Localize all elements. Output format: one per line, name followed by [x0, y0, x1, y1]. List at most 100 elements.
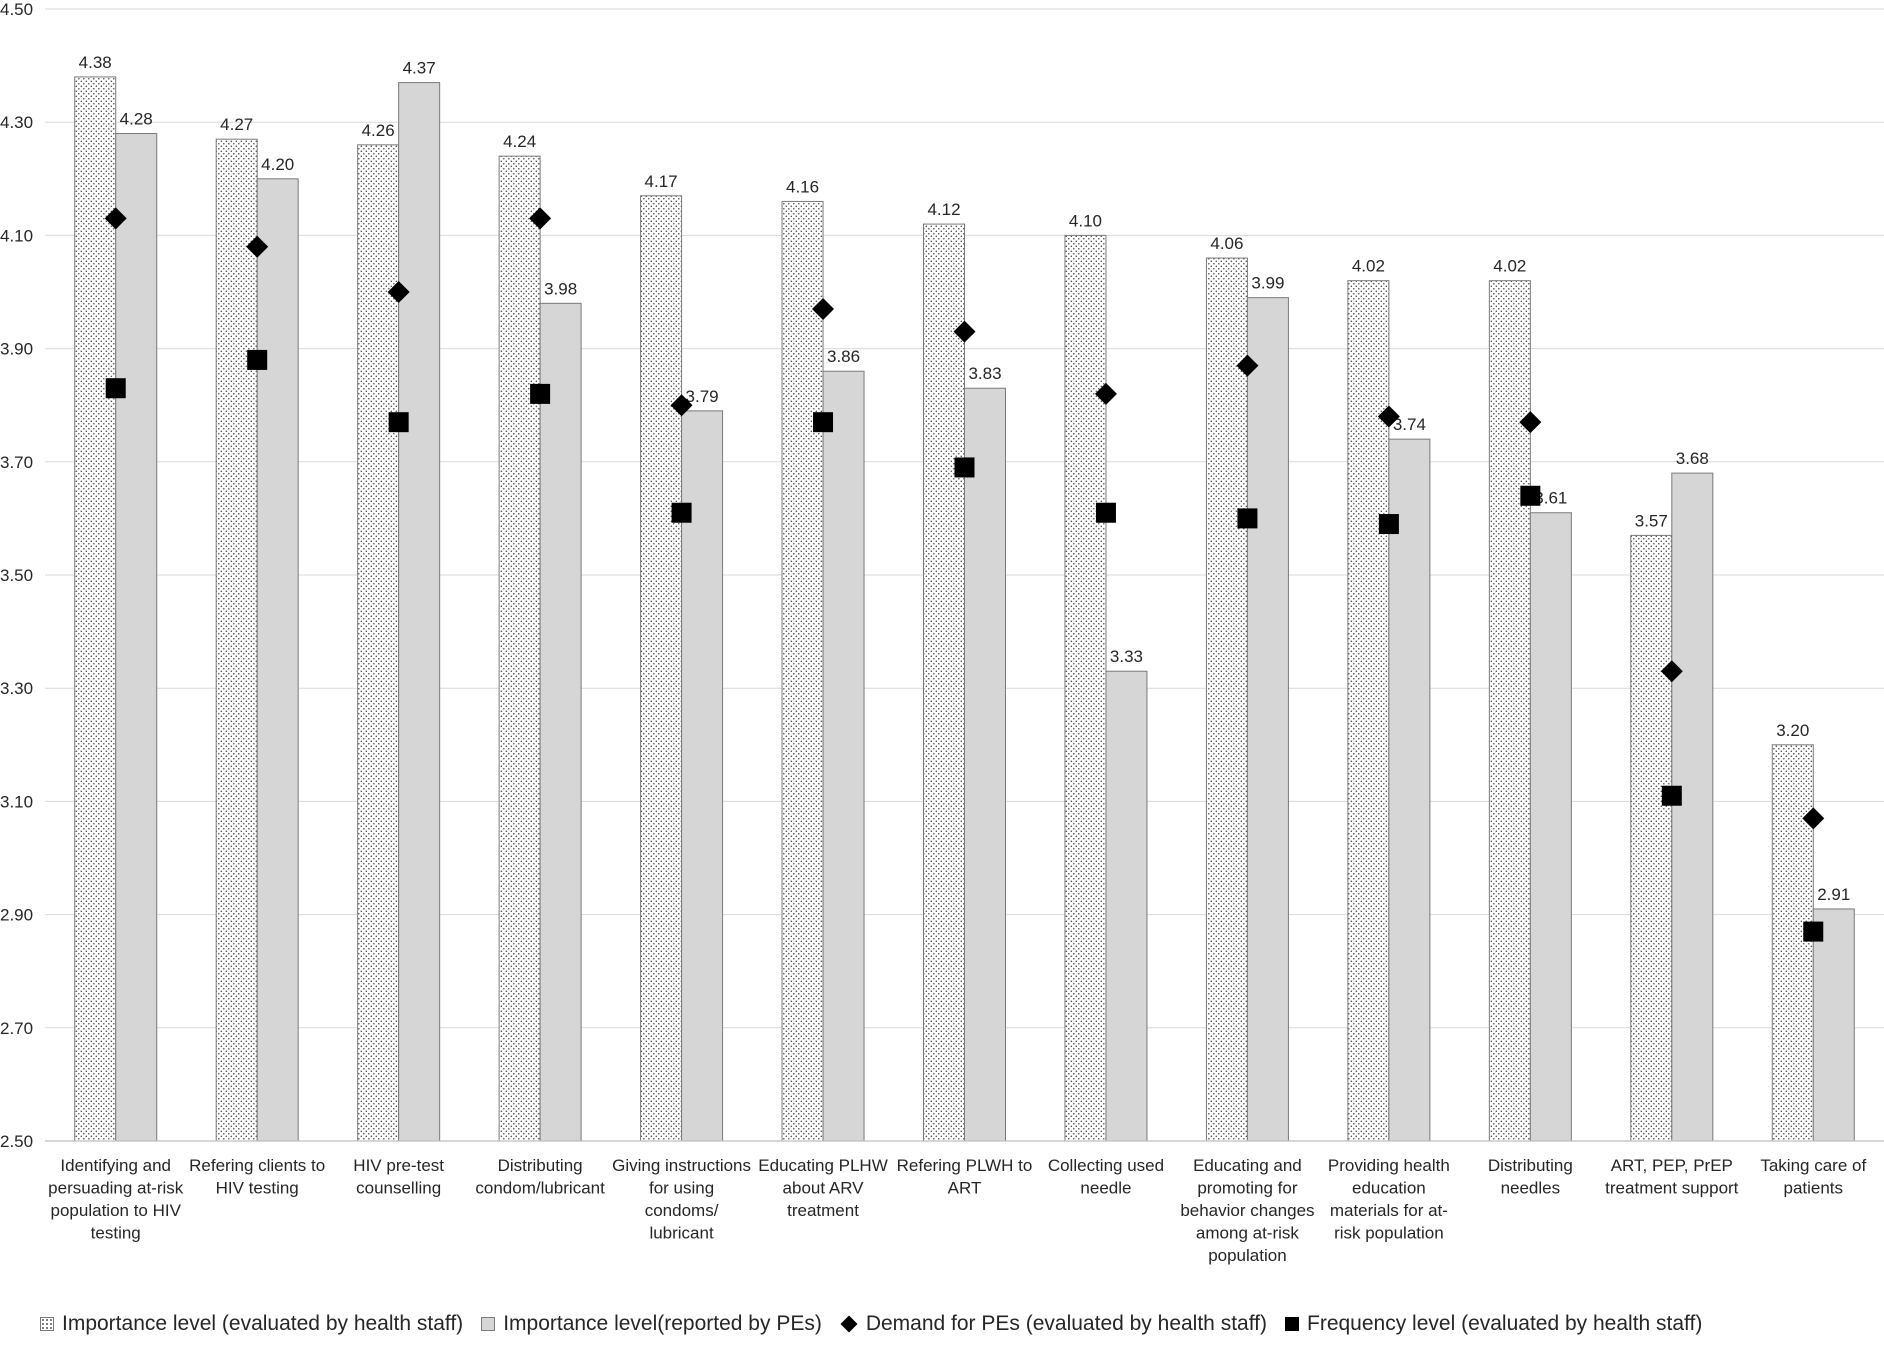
data-label-importance-pes: 3.79 — [686, 387, 719, 406]
marker-demand — [1660, 660, 1683, 683]
data-label-importance-pes: 2.91 — [1817, 885, 1850, 904]
y-tick-label: 2.50 — [0, 1132, 33, 1151]
x-category-label: Distributing needles — [1488, 1156, 1573, 1198]
data-label-importance-pes: 4.20 — [261, 155, 294, 174]
y-axis-ticks: 2.50 2.70 2.90 3.10 3.30 3.50 3.70 3.90 4.10 4.30… — [0, 0, 33, 1151]
bar-importance-staff — [74, 76, 117, 1142]
marker-demand — [529, 207, 552, 230]
bar-importance-pes — [1671, 472, 1714, 1142]
bar-importance-pes — [398, 82, 441, 1142]
legend-swatch-square — [1285, 1317, 1299, 1331]
x-category-label: Providing health education materials for a… — [1328, 1156, 1450, 1243]
marker-frequency — [1378, 514, 1399, 535]
data-label-importance-pes: 3.61 — [1534, 489, 1567, 508]
marker-frequency — [1803, 921, 1824, 942]
bar-importance-pes — [539, 302, 582, 1142]
bar-importance-pes — [115, 133, 158, 1142]
bar-importance-staff — [498, 155, 541, 1142]
legend-label-importance-staff: Importance level (evaluated by health st… — [62, 1312, 464, 1335]
bar-importance-pes — [1105, 670, 1148, 1142]
x-category-label: HIV pre-test counselling — [353, 1156, 444, 1198]
marker-demand — [1802, 807, 1825, 830]
marker-frequency — [671, 502, 692, 523]
y-tick-label: 4.30 — [0, 113, 33, 132]
data-label-importance-staff: 4.17 — [645, 172, 678, 191]
marker-frequency — [388, 412, 409, 433]
data-label-importance-pes: 3.99 — [1251, 274, 1284, 293]
bar-importance-pes — [822, 370, 865, 1142]
y-tick-label: 3.50 — [0, 566, 33, 585]
data-label-importance-staff: 4.26 — [362, 121, 395, 140]
x-category-label: Educating PLHW about ARV treatment — [758, 1156, 887, 1220]
y-tick-label: 3.10 — [0, 792, 33, 811]
data-label-importance-staff: 4.02 — [1493, 257, 1526, 276]
marker-demand — [246, 235, 269, 258]
marker-frequency — [1661, 785, 1682, 806]
x-category-label: Identifying and persuading at-risk populat… — [48, 1156, 184, 1243]
marker-demand — [670, 394, 693, 417]
data-label-importance-staff: 4.06 — [1210, 234, 1243, 253]
data-label-importance-staff: 3.57 — [1635, 511, 1668, 530]
data-label-importance-pes: 3.33 — [1110, 647, 1143, 666]
bar-importance-staff — [1205, 257, 1248, 1142]
data-label-importance-pes: 3.83 — [968, 364, 1001, 383]
marker-frequency — [1095, 502, 1116, 523]
x-category-label: ART, PEP, PrEP treatment support — [1605, 1156, 1739, 1198]
bar-importance-pes — [256, 178, 299, 1142]
data-label-importance-pes: 3.86 — [827, 347, 860, 366]
bar-importance-staff — [781, 200, 824, 1142]
bar-importance-staff — [1488, 280, 1531, 1142]
legend-item-importance-pes: Importance level(reported by PEs) — [481, 1312, 822, 1336]
marker-frequency — [530, 383, 551, 404]
marker-demand — [812, 297, 835, 320]
legend-item-frequency: Frequency level (evaluated by health sta… — [1285, 1312, 1702, 1336]
data-label-importance-pes: 4.37 — [403, 59, 436, 78]
markers — [104, 207, 1825, 942]
bar-importance-staff — [1630, 534, 1673, 1142]
x-category-label: Refering clients to HIV testing — [189, 1156, 325, 1198]
legend-label-demand: Demand for PEs (evaluated by health staf… — [865, 1312, 1267, 1335]
marker-frequency — [954, 457, 975, 478]
marker-demand — [1236, 354, 1259, 377]
bar-importance-staff — [215, 138, 258, 1142]
data-label-importance-staff: 3.20 — [1776, 721, 1809, 740]
legend-item-demand: Demand for PEs (evaluated by health staf… — [840, 1312, 1267, 1336]
data-label-importance-staff: 4.24 — [503, 132, 536, 151]
marker-demand — [104, 207, 127, 230]
marker-demand — [387, 281, 410, 303]
data-label-importance-pes: 4.28 — [120, 110, 153, 129]
marker-demand — [953, 320, 976, 343]
legend-label-frequency: Frequency level (evaluated by health sta… — [1307, 1312, 1703, 1335]
y-tick-label: 3.70 — [0, 453, 33, 472]
bar-importance-staff — [1064, 234, 1107, 1142]
y-tick-label: 2.70 — [0, 1019, 33, 1038]
marker-demand — [1377, 405, 1400, 428]
bar-importance-staff — [1347, 280, 1390, 1142]
y-tick-label: 4.10 — [0, 226, 33, 245]
bar-importance-staff — [640, 195, 683, 1142]
bar-importance-pes — [1388, 438, 1431, 1142]
y-tick-label: 3.30 — [0, 679, 33, 698]
x-category-label: Giving instructions for using condoms/lubr… — [612, 1156, 751, 1243]
y-tick-label: 2.90 — [0, 906, 33, 925]
legend-swatch-grey — [481, 1317, 496, 1331]
x-category-label: Refering PLWH to ART — [897, 1156, 1033, 1198]
data-label-importance-staff: 4.12 — [927, 200, 960, 219]
marker-frequency — [247, 349, 268, 370]
bar-importance-pes — [1246, 297, 1289, 1142]
data-label-importance-pes: 3.74 — [1393, 415, 1426, 434]
data-label-importance-staff: 4.27 — [220, 115, 253, 134]
legend-item-importance-staff: Importance level (evaluated by health st… — [40, 1312, 463, 1336]
data-label-importance-staff: 4.38 — [79, 53, 112, 72]
x-category-label: Educating and promoting for behavior chang… — [1180, 1156, 1314, 1265]
x-category-label: Collecting used needle — [1048, 1156, 1164, 1198]
legend-label-importance-pes: Importance level(reported by PEs) — [503, 1312, 822, 1335]
marker-frequency — [1237, 508, 1258, 529]
bar-importance-pes — [964, 387, 1006, 1142]
y-tick-label: 4.50 — [0, 0, 33, 19]
bars — [74, 76, 1855, 1142]
marker-demand — [1094, 382, 1117, 405]
data-label-importance-pes: 3.98 — [544, 279, 577, 298]
legend: Importance level (evaluated by health st… — [40, 1312, 1884, 1336]
data-label-importance-staff: 4.16 — [786, 177, 819, 196]
